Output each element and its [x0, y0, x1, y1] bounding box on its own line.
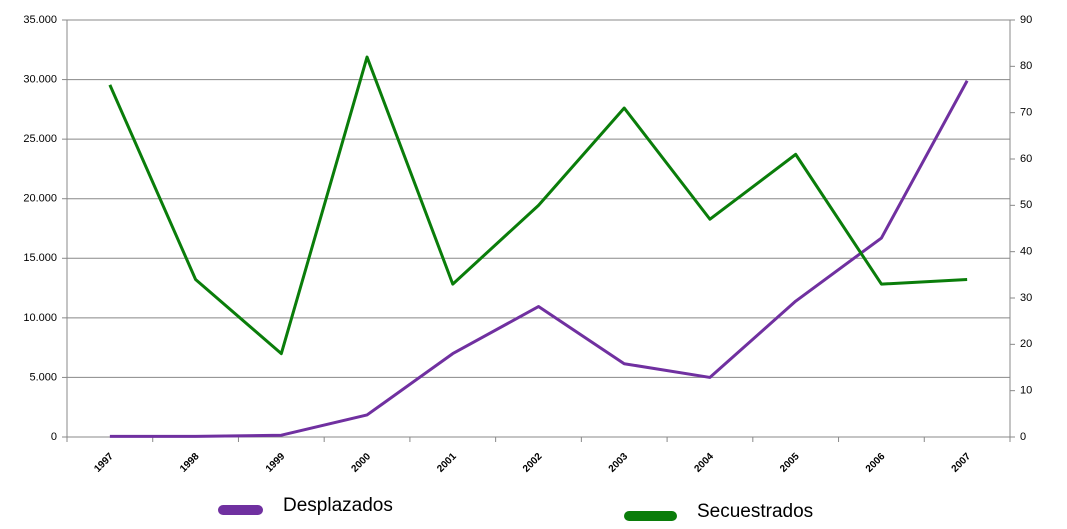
- y-tick-label: 10.000: [23, 312, 57, 324]
- legend-swatch: [624, 511, 677, 521]
- y-tick-label: 15.000: [23, 252, 57, 264]
- y-tick-label: 25.000: [23, 133, 57, 145]
- y2-tick-label: 20: [1020, 338, 1032, 350]
- series-line: [109, 80, 969, 438]
- y-tick-label: 20.000: [23, 193, 57, 205]
- legend-label: Secuestrados: [697, 501, 813, 522]
- y-tick-label: 0: [51, 431, 57, 443]
- x-tick-label: 2002: [521, 451, 545, 475]
- y2-tick-label: 10: [1020, 385, 1032, 397]
- y2-tick-label: 30: [1020, 292, 1032, 304]
- y-tick-label: 30.000: [23, 73, 57, 85]
- y2-tick-label: 70: [1020, 107, 1032, 119]
- x-tick-label: 2004: [692, 451, 716, 475]
- y2-tick-label: 60: [1020, 153, 1032, 165]
- legend-label: Desplazados: [283, 495, 393, 516]
- y-tick-label: 5.000: [29, 371, 57, 383]
- x-tick-label: 2000: [350, 451, 374, 475]
- y2-tick-label: 80: [1020, 60, 1032, 72]
- x-tick-label: 1998: [178, 451, 202, 475]
- x-tick-label: 2005: [778, 451, 802, 475]
- series-line: [108, 55, 968, 356]
- y2-tick-label: 90: [1020, 14, 1032, 26]
- x-tick-label: 2001: [435, 451, 459, 475]
- y-tick-label: 35.000: [23, 14, 57, 26]
- x-tick-label: 1997: [92, 451, 116, 475]
- x-tick-label: 2003: [607, 451, 631, 475]
- legend-swatch: [218, 505, 263, 515]
- y2-tick-label: 40: [1020, 246, 1032, 258]
- y2-tick-label: 50: [1020, 199, 1032, 211]
- y2-tick-label: 0: [1020, 431, 1026, 443]
- x-tick-label: 1999: [264, 451, 288, 475]
- x-tick-label: 2006: [864, 451, 888, 475]
- x-tick-label: 2007: [950, 451, 974, 475]
